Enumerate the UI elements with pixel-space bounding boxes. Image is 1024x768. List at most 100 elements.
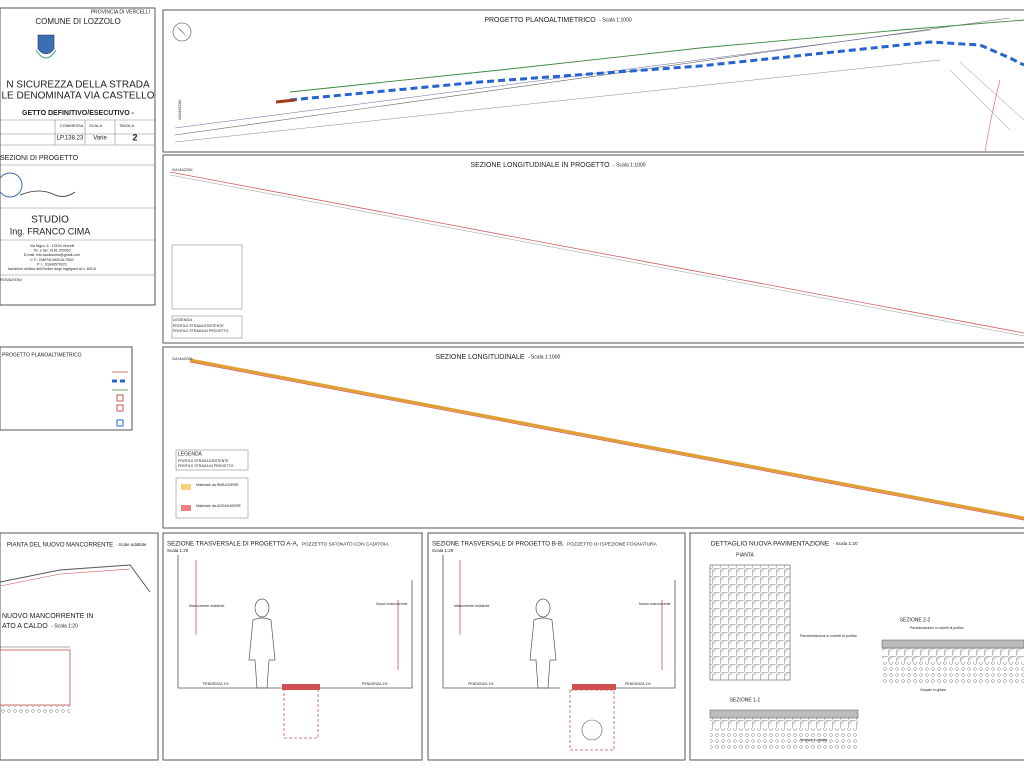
legend-item: LEGENDA <box>173 317 192 322</box>
legend-item: PROFILO STRADA IN PROGETTO <box>178 464 234 468</box>
box <box>171 244 243 310</box>
address-line: Via Nigra, 6 - 13100 Vercelli <box>30 244 75 248</box>
studio: STUDIO <box>31 215 69 226</box>
panel-title: PIANTA DEL NUOVO MANCORRENTE <box>7 543 113 549</box>
panel-scale: Scala 1:20 <box>432 548 454 553</box>
field-value: LP.138.23 <box>57 136 84 142</box>
box <box>0 7 156 306</box>
note: Pavimentazione in cubetti di porfido <box>800 634 857 638</box>
view-title: PIANTA <box>736 552 754 558</box>
province: PROVINCIA DI VERCELLI <box>91 9 150 15</box>
linework <box>189 361 1024 521</box>
slope-label: PENDENZA 1% <box>468 682 494 686</box>
panel-title: NUOVO MANCORRENTE IN <box>2 613 93 620</box>
box <box>116 419 124 427</box>
linework <box>248 617 276 689</box>
view-title: SEZIONE 2-2 <box>900 617 931 623</box>
linework <box>289 19 1024 93</box>
linework <box>37 34 55 55</box>
linework <box>169 171 1024 334</box>
box <box>283 687 319 739</box>
panel-scale: - Scale adattate <box>116 542 147 547</box>
box <box>116 404 124 412</box>
linework <box>174 17 1011 136</box>
slope-label: PENDENZA 1% <box>203 682 229 686</box>
symbol <box>535 598 551 618</box>
field-value: 2 <box>132 132 137 142</box>
box <box>116 394 124 402</box>
box <box>709 709 859 719</box>
linework <box>0 568 131 587</box>
field-label: TAVOLA <box>119 123 135 128</box>
symbol <box>0 172 23 198</box>
note: Nuovo mancorrente <box>376 602 408 606</box>
panel-scale: Scala 1:20 <box>167 548 189 553</box>
panel-scale: - Scala 1:20 <box>833 541 858 546</box>
box <box>881 639 1024 649</box>
symbol <box>581 719 603 741</box>
box <box>175 477 249 519</box>
address-line: C.F.: CMIFNC66S13L750G <box>30 258 74 262</box>
linework <box>189 358 1024 520</box>
box <box>689 532 1024 761</box>
box <box>175 449 249 471</box>
box <box>162 532 423 761</box>
box <box>710 728 858 750</box>
box <box>710 718 858 728</box>
phase: GETTO DEFINITIVO/ESECUTIVO - <box>22 110 135 117</box>
linework <box>174 29 931 129</box>
box <box>427 532 686 761</box>
box <box>171 315 243 339</box>
project-line: LE DENOMINATA VIA CASTELLO <box>1 91 154 102</box>
project-line: N SICUREZZA DELLA STRADA <box>6 80 150 91</box>
crest <box>0 34 76 198</box>
panel-scale: - Scala 1:1000 <box>613 162 646 168</box>
panel-title: SEZIONE TRASVERSALE DI PROGETTO B-B, <box>432 541 564 548</box>
box <box>709 564 791 681</box>
legend-item: PROFILO STRADA ESISTENTE <box>173 324 224 328</box>
address-line: E-mail: info.studiocima@gmail.com <box>24 253 80 257</box>
linework <box>318 580 413 689</box>
street-name: VIA MAZZINI <box>172 168 192 172</box>
note: Pavimentazione in cubetti di porfido <box>910 626 964 630</box>
street-name: VIA MAZZINI <box>172 357 192 361</box>
panel-title: ATO A CALDO <box>2 623 48 630</box>
box <box>882 662 1024 684</box>
panel-scale: - Scala 1:1000 <box>528 354 561 360</box>
legend-item: PROFILO STRADA IN PROGETTO <box>173 329 229 333</box>
field-label: SCALA <box>89 123 102 128</box>
engineer: Ing. FRANCO CIMA <box>10 226 91 236</box>
approvals: ROVAZIONI <box>0 277 22 282</box>
view-title: SEZIONE 1-1 <box>730 697 761 703</box>
handrail-drawing <box>0 564 151 715</box>
symbol <box>172 22 192 42</box>
legend-item: PROFILO STRADA ESISTENTE <box>178 459 229 463</box>
linework <box>174 59 941 143</box>
paving-drawing <box>709 564 1024 750</box>
box <box>572 684 616 690</box>
box <box>0 649 71 706</box>
address-line: Iscrizione all'albo dell'Ordine degli In… <box>8 267 97 271</box>
linework <box>0 564 151 593</box>
note: Vespaio in ghiaia <box>920 688 946 692</box>
section-aa-drawing <box>177 555 413 739</box>
sheet-title: SEZIONI DI PROGETTO <box>0 155 79 162</box>
street-name: VIA MAZZINI <box>178 100 182 120</box>
box <box>181 505 191 511</box>
linework <box>177 555 282 689</box>
municipality: COMUNE DI LOZZOLO <box>35 17 120 26</box>
panel-scale: - Scala 1:20 <box>51 623 78 629</box>
box <box>0 346 133 431</box>
panel-subtitle: POZZETTO SIFONATO CON CADITOIA <box>302 541 390 547</box>
linework <box>275 98 296 104</box>
plan-legend-drawing <box>112 371 128 427</box>
legend-title: PROGETTO PLANOALTIMETRICO <box>2 352 82 358</box>
box <box>282 684 320 690</box>
field-label: COMMESSA <box>60 123 84 128</box>
plan-drawing <box>172 17 1024 153</box>
box <box>181 484 191 490</box>
linework <box>169 174 1024 337</box>
symbol <box>254 598 270 618</box>
panel-title: SEZIONE LONGITUDINALE <box>435 354 524 361</box>
